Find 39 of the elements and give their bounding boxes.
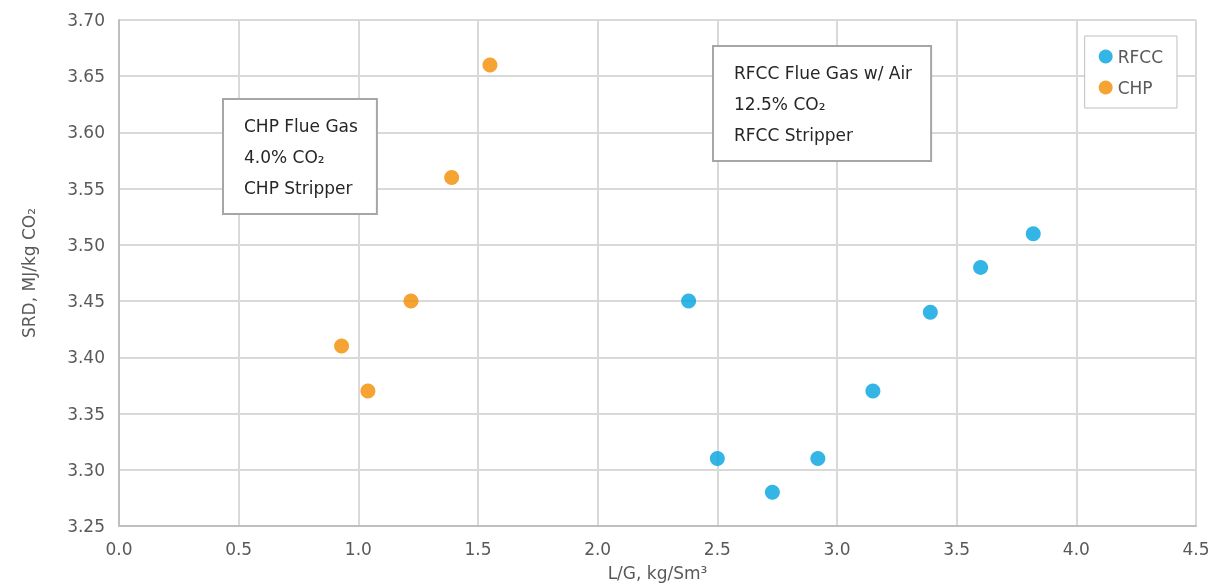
point [1025,226,1041,242]
y-tick-label: 3.70 [67,10,105,30]
point [973,259,989,275]
legend-label: RFCC [1117,46,1164,67]
point [764,484,780,500]
y-tick-label: 3.50 [67,234,105,255]
point [403,293,419,309]
x-axis-title: L/G, kg/Sm³ [607,562,708,583]
point [334,338,350,354]
x-tick-label: 2.0 [584,538,612,559]
y-tick-label: 3.40 [67,347,105,368]
point [360,383,376,399]
x-tick-label: 2.5 [703,538,731,559]
y-tick-label: 3.25 [67,516,105,536]
point [482,57,498,73]
x-tick-label: 3.0 [823,538,851,559]
y-tick-label: 3.55 [67,178,105,199]
x-tick-label: 3.5 [943,538,971,559]
annotation: RFCC Flue Gas w/ Air 12.5% CO₂ RFCC Stripper [734,62,913,145]
point [681,293,697,309]
point [810,451,826,467]
y-tick-label: 3.30 [67,459,105,480]
y-tick-label: 3.60 [67,122,105,143]
point [865,383,881,399]
x-tick-label: 1.5 [464,538,492,559]
point [709,451,725,467]
annotation: CHP Flue Gas 4.0% CO₂ CHP Stripper [244,115,359,198]
x-tick-label: 1.0 [344,538,372,559]
point [444,169,460,185]
x-tick-label: 4.0 [1062,538,1090,559]
y-tick-label: 3.65 [67,66,105,87]
x-tick-label: 0.5 [225,538,253,559]
point [922,304,938,320]
x-tick-label: 4.5 [1182,538,1210,559]
y-axis-title: SRD, MJ/kg CO₂ [18,207,39,339]
y-tick-label: 3.45 [67,291,105,312]
x-tick-label: 0.0 [105,538,133,559]
y-tick-label: 3.35 [67,403,105,424]
legend-label: CHP [1117,77,1153,98]
